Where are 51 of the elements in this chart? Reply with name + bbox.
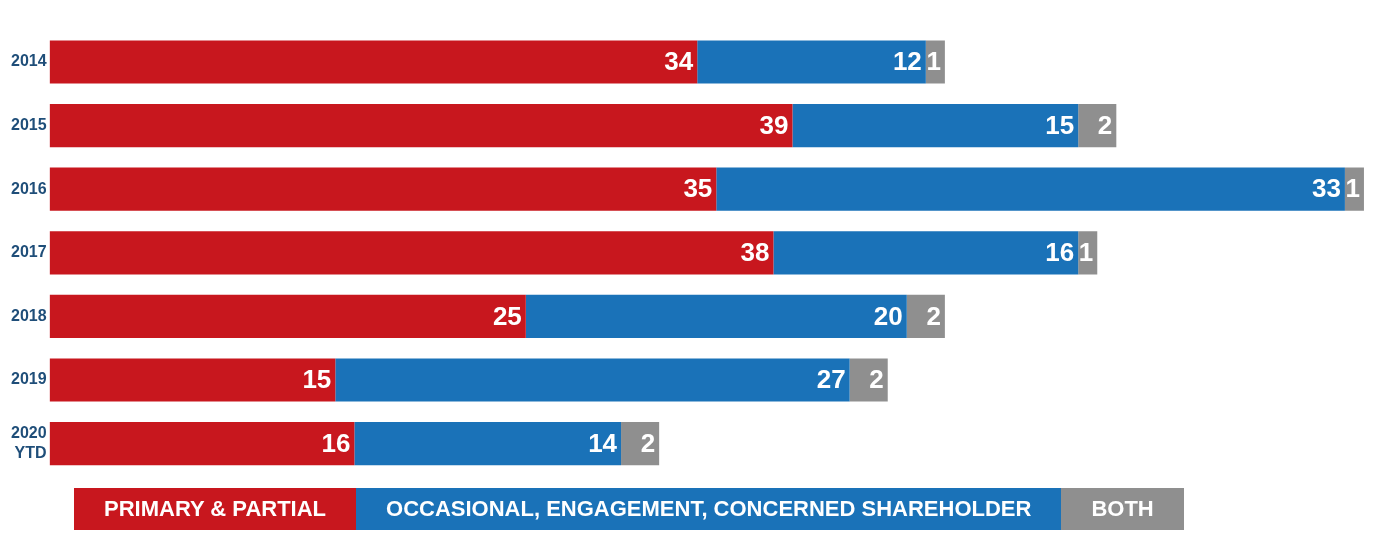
data-label: 33: [1311, 173, 1341, 204]
bar: [621, 421, 660, 466]
data-label: 1: [1345, 173, 1360, 204]
bar: [354, 421, 622, 466]
bar: [1078, 103, 1117, 148]
y-tick-label: 2014: [11, 52, 47, 70]
y-tick-label: 2020 YTD: [11, 424, 47, 461]
bar: [849, 358, 888, 402]
data-label: 35: [683, 173, 713, 204]
y-tick-label: 2016: [11, 179, 47, 197]
data-label: 25: [492, 300, 522, 331]
data-label: 15: [1045, 109, 1075, 140]
data-label: 1: [1078, 236, 1094, 267]
data-label: 12: [892, 46, 922, 77]
bar: [49, 103, 793, 148]
data-label: 14: [588, 427, 618, 458]
bar: [335, 358, 850, 402]
bar: [49, 421, 355, 466]
bar: [792, 103, 1079, 148]
legend-swatch: OCCASIONAL, ENGAGEMENT, CONCERNED SHAREHOLDER: [356, 488, 1062, 530]
data-label: 39: [759, 109, 789, 140]
data-label: 16: [321, 427, 351, 458]
data-label: 2: [640, 427, 656, 458]
series-label: PRIMARY & PARTIAL: [104, 496, 327, 521]
data-label: 27: [816, 364, 846, 395]
bar: [906, 294, 945, 339]
bar: [525, 294, 907, 339]
y-tick-label: 2015: [11, 116, 47, 134]
bar: [49, 358, 336, 402]
data-label: 38: [740, 236, 770, 267]
y-tick-label: 2018: [11, 306, 47, 324]
bar: [697, 40, 926, 84]
data-label: 2: [926, 300, 941, 331]
y-tick-label: 2017: [11, 243, 47, 261]
data-label: 1: [926, 46, 941, 77]
bar: [49, 231, 774, 275]
data-label: 2: [1097, 109, 1113, 140]
bar: [49, 294, 526, 339]
bar: [716, 167, 1345, 211]
data-label: 20: [873, 300, 903, 331]
bar: [49, 167, 717, 211]
data-label: 16: [1045, 236, 1075, 267]
legend-swatch: BOTH: [1061, 488, 1184, 530]
data-label: 34: [664, 46, 694, 77]
legend-swatch: PRIMARY & PARTIAL: [74, 488, 357, 530]
data-label: 15: [302, 364, 332, 395]
bar: [773, 231, 1079, 275]
data-label: 2: [869, 364, 884, 395]
bar: [49, 40, 698, 84]
y-tick-label: 2019: [11, 370, 47, 388]
series-label: OCCASIONAL, ENGAGEMENT, CONCERNED SHAREHOLDER: [386, 496, 1032, 521]
